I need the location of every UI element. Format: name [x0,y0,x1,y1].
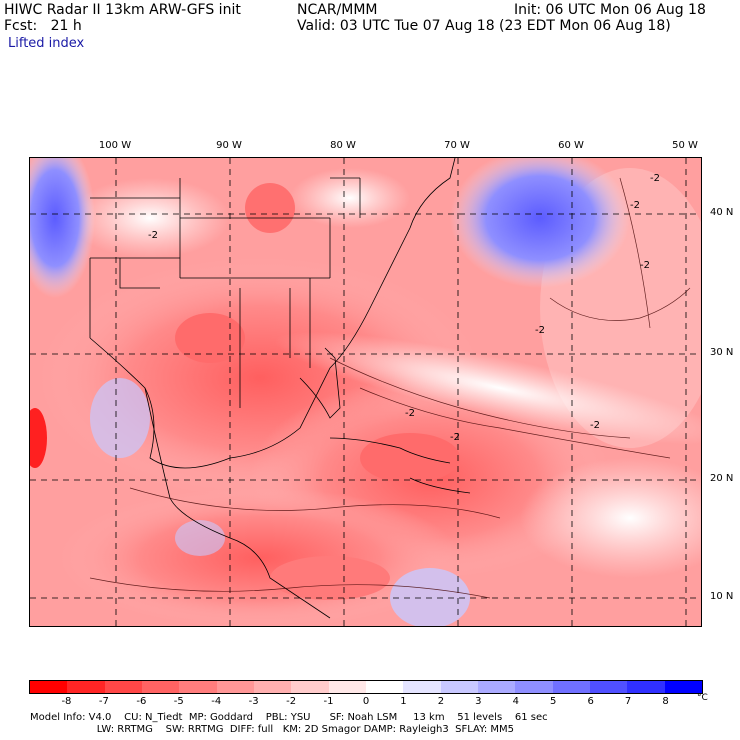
colorbar-tick-label: -7 [98,696,109,707]
colorbar-tick-label: 8 [662,696,669,707]
colorbar-swatch [179,681,217,693]
contour-label: -2 [590,420,600,431]
contour-label: -2 [450,432,460,443]
colorbar-unit: °C [697,693,708,703]
model-title: HIWC Radar II 13km ARW-GFS init [4,2,241,18]
colorbar-swatch [589,681,628,693]
model-info-line2: LW: RRTMG SW: RRTMG DIFF: full KM: 2D Sm… [30,724,515,735]
colorbar-tick-label: 7 [624,696,632,707]
colorbar-swatch [291,681,329,693]
lat-label: 30 N [710,347,734,358]
colorbar-tick-label: -8 [61,696,72,707]
colorbar-swatch [365,681,404,693]
center-name: NCAR/MMM [297,2,378,18]
colorbar-swatch [440,681,478,693]
colorbar-tick-label: 4 [512,696,519,707]
colorbar-tick-label: 2 [437,696,445,707]
colorbar-tick-label: 5 [550,696,557,707]
colorbar-swatch [104,681,142,693]
colorbar-swatch [328,681,366,693]
colorbar-swatch [141,681,180,693]
map-canvas: -2 -2 -2 -2 -2 -2 -2 -2 [30,158,701,626]
model-info-line1: Model Info: V4.0 CU: N_Tiedt MP: Goddard… [30,712,548,723]
contour-label: -2 [405,408,415,419]
colorbar-swatch [552,681,590,693]
colorbar-tick-label: 1 [400,696,407,707]
colorbar-swatch [664,681,702,693]
colorbar [29,680,703,694]
borders [89,158,471,619]
contours [89,177,691,599]
colorbar-swatch [515,681,553,693]
colorbar-tick-label: -1 [323,696,334,707]
colorbar-tick-label: 6 [587,696,594,707]
colorbar-swatch [627,681,665,693]
lifted-index-map: -2 -2 -2 -2 -2 -2 -2 -2 [29,157,702,627]
contour-label: -2 [148,230,158,241]
colorbar-tick-label: -6 [136,696,147,707]
colorbar-tick-label: 3 [475,696,482,707]
colorbar-swatch [477,681,516,693]
colorbar-swatch [30,681,68,693]
colorbar-tick-label: -5 [173,696,184,707]
graticule [30,158,701,626]
colorbar-swatch [67,681,105,693]
lon-label: 90 W [216,140,242,151]
lat-label: 40 N [710,207,734,218]
colorbar-swatch [216,681,254,693]
valid-time: Valid: 03 UTC Tue 07 Aug 18 (23 EDT Mon … [297,18,671,34]
lon-label: 100 W [98,140,132,151]
lon-label: 60 W [558,140,584,151]
lat-label: 10 N [710,591,734,602]
contour-labels: -2 -2 -2 -2 -2 -2 -2 -2 [148,173,660,443]
colorbar-tick-label: 0 [362,696,370,707]
lon-label: 70 W [444,140,470,151]
forecast-hour: Fcst: 21 h [4,18,82,34]
contour-label: -2 [650,173,660,184]
lon-label: 80 W [330,140,356,151]
init-time: Init: 06 UTC Mon 06 Aug 18 [514,2,706,18]
colorbar-tick-label: -2 [286,696,297,707]
field-name: Lifted index [8,36,85,51]
colorbar-swatch [403,681,441,693]
colorbar-tick-label: -3 [248,696,259,707]
contour-label: -2 [640,260,650,271]
colorbar-swatch [253,681,292,693]
lat-label: 20 N [710,473,734,484]
contour-label: -2 [630,200,640,211]
lon-label: 50 W [672,140,698,151]
contour-label: -2 [535,325,545,336]
colorbar-tick-label: -4 [211,696,222,707]
